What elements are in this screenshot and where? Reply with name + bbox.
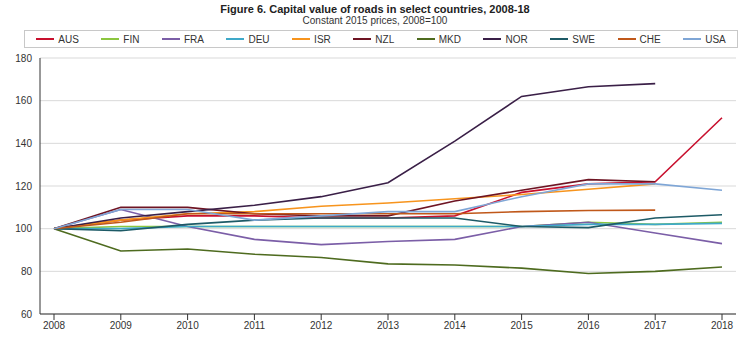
html-text:ISR: ISR — [314, 33, 331, 45]
svg-text:2014: 2014 — [444, 320, 467, 331]
html-text:MKD: MKD — [438, 33, 461, 45]
svg-text:2013: 2013 — [377, 320, 400, 331]
html-text:FIN: FIN — [123, 33, 140, 45]
svg-text:80: 80 — [21, 266, 33, 277]
html-text:Constant 2015 prices, 2008=100: Constant 2015 prices, 2008=100 — [302, 15, 448, 26]
html-text:NOR: NOR — [505, 33, 528, 45]
svg-text:2009: 2009 — [110, 320, 133, 331]
svg-text:2018: 2018 — [711, 320, 734, 331]
svg-text:160: 160 — [15, 95, 32, 106]
svg-text:140: 140 — [15, 138, 32, 149]
svg-text:2011: 2011 — [244, 320, 266, 331]
svg-text:100: 100 — [15, 223, 32, 234]
svg-text:60: 60 — [21, 309, 33, 320]
html-text:USA: USA — [705, 33, 726, 45]
svg-text:2015: 2015 — [510, 320, 533, 331]
html-text:CHE: CHE — [639, 33, 661, 45]
html-text:SWE: SWE — [572, 33, 595, 45]
svg-text:2016: 2016 — [577, 320, 600, 331]
html-text:DEU: DEU — [248, 33, 270, 45]
html-text:AUS: AUS — [58, 33, 79, 45]
svg-text:180: 180 — [15, 53, 32, 64]
svg-text:2012: 2012 — [310, 320, 333, 331]
html-text:FRA: FRA — [184, 33, 204, 45]
svg-text:2017: 2017 — [644, 320, 667, 331]
svg-text:2008: 2008 — [43, 320, 66, 331]
html-text:Figure 6. Capital value of roa: Figure 6. Capital value of roads in sele… — [220, 3, 530, 15]
svg-text:2010: 2010 — [176, 320, 199, 331]
svg-text:120: 120 — [15, 181, 32, 192]
html-text:NZL: NZL — [375, 33, 395, 45]
